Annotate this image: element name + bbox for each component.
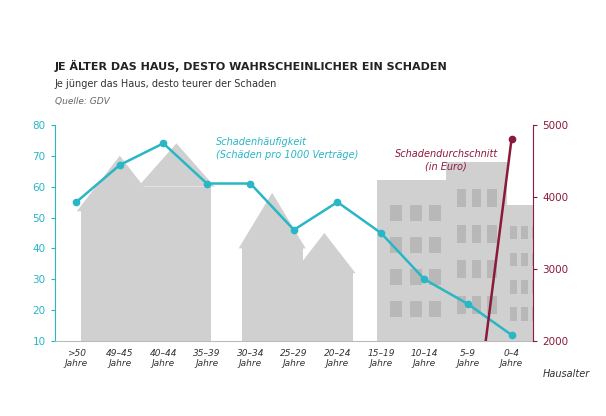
FancyBboxPatch shape bbox=[430, 301, 441, 317]
FancyBboxPatch shape bbox=[410, 269, 422, 285]
FancyBboxPatch shape bbox=[510, 280, 517, 294]
Text: Schadenhäufigkeit
(Schäden pro 1000 Verträge): Schadenhäufigkeit (Schäden pro 1000 Vert… bbox=[216, 137, 358, 160]
FancyBboxPatch shape bbox=[457, 260, 466, 278]
FancyBboxPatch shape bbox=[472, 225, 481, 243]
FancyBboxPatch shape bbox=[532, 307, 539, 321]
Text: JE ÄLTER DAS HAUS, DESTO WAHRSCHEINLICHER EIN SCHADEN: JE ÄLTER DAS HAUS, DESTO WAHRSCHEINLICHE… bbox=[55, 60, 447, 72]
FancyBboxPatch shape bbox=[521, 307, 528, 321]
FancyBboxPatch shape bbox=[472, 189, 481, 207]
FancyBboxPatch shape bbox=[376, 181, 455, 341]
FancyBboxPatch shape bbox=[457, 189, 466, 207]
FancyBboxPatch shape bbox=[81, 211, 159, 341]
FancyBboxPatch shape bbox=[521, 253, 528, 266]
FancyBboxPatch shape bbox=[510, 253, 517, 266]
FancyBboxPatch shape bbox=[487, 260, 496, 278]
FancyBboxPatch shape bbox=[390, 301, 402, 317]
Polygon shape bbox=[293, 233, 356, 273]
Text: Hausalter: Hausalter bbox=[543, 369, 590, 379]
Text: Je jünger das Haus, desto teurer der Schaden: Je jünger das Haus, desto teurer der Sch… bbox=[55, 79, 277, 89]
Polygon shape bbox=[77, 156, 163, 211]
FancyBboxPatch shape bbox=[487, 296, 496, 314]
FancyBboxPatch shape bbox=[296, 273, 353, 341]
FancyBboxPatch shape bbox=[532, 225, 539, 239]
FancyBboxPatch shape bbox=[242, 248, 302, 341]
FancyBboxPatch shape bbox=[487, 189, 496, 207]
FancyBboxPatch shape bbox=[410, 237, 422, 253]
FancyBboxPatch shape bbox=[457, 296, 466, 314]
Text: Quelle: GDV: Quelle: GDV bbox=[55, 97, 109, 106]
FancyBboxPatch shape bbox=[472, 260, 481, 278]
FancyBboxPatch shape bbox=[430, 237, 441, 253]
Text: Schadendurchschnitt
(in Euro): Schadendurchschnitt (in Euro) bbox=[395, 149, 498, 172]
FancyBboxPatch shape bbox=[510, 307, 517, 321]
FancyBboxPatch shape bbox=[410, 205, 422, 220]
Polygon shape bbox=[239, 193, 305, 248]
FancyBboxPatch shape bbox=[390, 269, 402, 285]
FancyBboxPatch shape bbox=[510, 225, 517, 239]
FancyBboxPatch shape bbox=[410, 301, 422, 317]
FancyBboxPatch shape bbox=[446, 162, 507, 341]
FancyBboxPatch shape bbox=[390, 237, 402, 253]
FancyBboxPatch shape bbox=[532, 253, 539, 266]
FancyBboxPatch shape bbox=[521, 280, 528, 294]
FancyBboxPatch shape bbox=[472, 296, 481, 314]
FancyBboxPatch shape bbox=[503, 205, 547, 341]
FancyBboxPatch shape bbox=[521, 225, 528, 239]
FancyBboxPatch shape bbox=[487, 225, 496, 243]
FancyBboxPatch shape bbox=[532, 280, 539, 294]
FancyBboxPatch shape bbox=[457, 225, 466, 243]
FancyBboxPatch shape bbox=[430, 269, 441, 285]
FancyBboxPatch shape bbox=[430, 205, 441, 220]
FancyBboxPatch shape bbox=[142, 187, 211, 341]
Polygon shape bbox=[138, 144, 215, 187]
FancyBboxPatch shape bbox=[390, 205, 402, 220]
